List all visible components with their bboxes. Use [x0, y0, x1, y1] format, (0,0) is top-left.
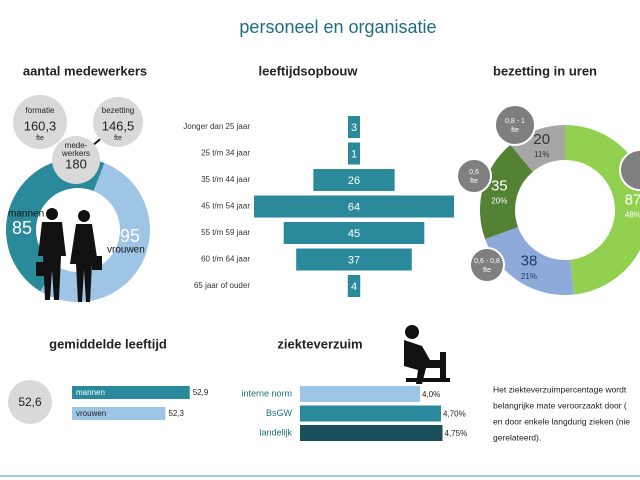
- bubble-label: werkers: [61, 149, 90, 158]
- bubble-unit: fte: [36, 135, 44, 142]
- segment-label: mannen: [8, 209, 44, 220]
- bar: [72, 386, 190, 399]
- category-label: 60 t/m 64 jaar: [201, 255, 250, 264]
- category-label: 35 t/m 44 jaar: [201, 175, 250, 184]
- bar-pad: [348, 116, 360, 138]
- donut-segment: [5, 157, 105, 292]
- category-label: 65 jaar of ouder: [194, 281, 250, 290]
- category-label: interne norm: [241, 388, 292, 398]
- bubble-value: 146,5: [102, 118, 135, 133]
- section-title: ziekteverzuim: [277, 336, 362, 351]
- fte-label: 0,8 - 1: [505, 118, 525, 125]
- bar-value: 52,9: [193, 388, 209, 397]
- bar-value: 4: [351, 281, 357, 293]
- segment-value: 38: [521, 253, 538, 270]
- bar-value: 64: [348, 201, 360, 213]
- bubble-label: mede-: [65, 141, 88, 150]
- bar: [283, 222, 425, 244]
- segment-percent: 11%: [534, 150, 549, 159]
- bar-pad: [348, 142, 360, 165]
- fte-label: fte: [470, 178, 478, 185]
- donut-segment: [485, 227, 574, 295]
- segment-value: 87: [625, 191, 640, 208]
- donut-segment: [480, 144, 533, 240]
- bar: [254, 195, 454, 218]
- bar: [313, 169, 395, 191]
- bar: [296, 248, 412, 271]
- bar-value: 1: [351, 148, 357, 160]
- bubble: [52, 136, 100, 184]
- bubble-unit: fte: [114, 135, 122, 142]
- bar-value: 4,0%: [422, 390, 440, 399]
- bar-value: 52,3: [168, 409, 184, 418]
- bubble-label: bezetting: [102, 106, 134, 115]
- bar: [347, 275, 361, 297]
- category-label: 25 t/m 34 jaar: [201, 149, 250, 158]
- note-line: belangrijke mate veroorzaakt door (: [493, 400, 627, 410]
- fte-label: fte: [511, 127, 519, 134]
- bubble: [13, 95, 67, 149]
- bar: [300, 386, 420, 402]
- bubble-label: formatie: [26, 106, 55, 115]
- bubble-value: 180: [65, 156, 87, 171]
- sick-icon: [404, 325, 450, 384]
- segment-value: 20: [533, 131, 550, 148]
- donut-segment: [40, 163, 150, 302]
- segment-label: vrouwen: [107, 245, 145, 256]
- fte-label: 0,6 - 0,8: [474, 258, 500, 265]
- section-title: gemiddelde leeftijd: [49, 336, 167, 351]
- category-label: BsGW: [266, 408, 293, 418]
- bar-value: 26: [348, 175, 360, 187]
- category-label: Jonger dan 25 jaar: [183, 122, 250, 131]
- page-title: personeel en organisatie: [239, 17, 436, 37]
- category-label: 55 t/m 59 jaar: [201, 228, 250, 237]
- fte-bubble: [456, 158, 492, 194]
- segment-value: 85: [12, 218, 32, 238]
- bar-value: 45: [348, 228, 360, 240]
- note-line: Het ziekteverzuimpercentage wordt: [493, 384, 627, 394]
- fte-bubble: [469, 247, 505, 283]
- bar: [300, 425, 443, 441]
- bar-value: 4,75%: [445, 429, 468, 438]
- section-title: leeftijdsopbouw: [259, 63, 359, 78]
- bar: [72, 407, 166, 420]
- segment-percent: 48%: [625, 211, 640, 220]
- people-icon: [36, 208, 102, 302]
- bar: [300, 405, 441, 422]
- section-title: bezetting in uren: [493, 63, 597, 78]
- bubble: [93, 97, 143, 147]
- segment-value: 35: [491, 177, 508, 194]
- segment-value: 95: [120, 226, 140, 246]
- bar-label: vrouwen: [76, 409, 106, 418]
- bar-value: 4,70%: [443, 410, 466, 419]
- note-line: gerelateerd).: [493, 432, 541, 442]
- section-title: aantal medewerkers: [23, 63, 147, 78]
- bubble: [8, 380, 52, 424]
- category-label: landelijk: [259, 427, 292, 437]
- fte-label: fte: [483, 267, 491, 274]
- segment-percent: 20%: [491, 197, 507, 206]
- bar-label: mannen: [76, 388, 105, 397]
- fte-bubble: [619, 149, 640, 191]
- note-line: en door enkele langdurig zieken (nie: [493, 416, 630, 426]
- segment-percent: 21%: [521, 272, 537, 281]
- fte-label: 0,6: [469, 169, 479, 176]
- category-label: 45 t/m 54 jaar: [201, 202, 250, 211]
- bar-value: 37: [348, 254, 360, 266]
- fte-bubble: [494, 104, 536, 146]
- bubble-value: 52,6: [18, 395, 42, 409]
- bar-value: 3: [351, 122, 357, 134]
- bubble-value: 160,3: [24, 118, 57, 133]
